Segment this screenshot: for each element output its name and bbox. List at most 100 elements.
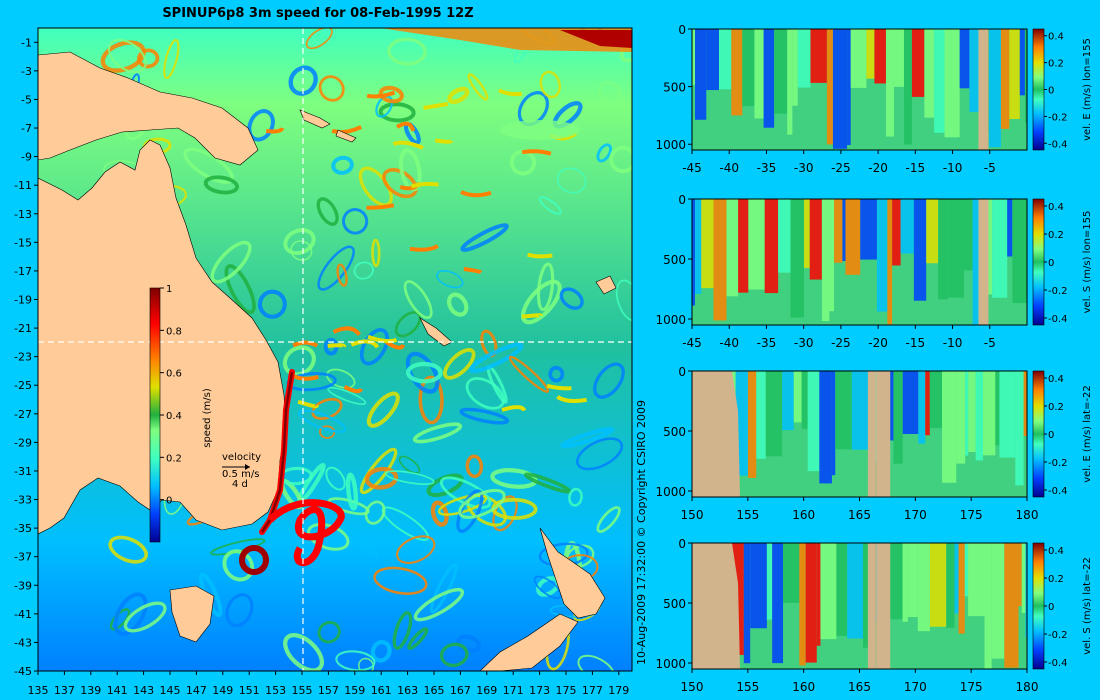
map-frame <box>37 27 633 672</box>
warm-core-eddy <box>239 545 269 575</box>
section-xtick-label: -40 <box>719 336 739 350</box>
map-ytick-label: -19 <box>14 293 32 306</box>
section-colorbar <box>1032 28 1045 151</box>
section-stripe <box>942 371 957 483</box>
eddy-swirl <box>107 38 147 74</box>
eddy-swirl <box>225 593 254 628</box>
section-stripe <box>907 543 918 618</box>
eddy-swirl <box>316 197 339 226</box>
section-stripe <box>816 543 821 646</box>
section-stripe <box>799 543 806 666</box>
eddy-swirl <box>460 223 509 252</box>
section-stripe <box>782 371 794 431</box>
map-xtick-label: 169 <box>476 684 497 697</box>
map-ytick-label: -25 <box>14 379 32 392</box>
section-land <box>978 199 989 325</box>
eddy-front <box>343 384 363 394</box>
section-ytick-label: 1000 <box>655 657 686 671</box>
section-ytick-label: 1000 <box>655 485 686 499</box>
section-stripe <box>956 371 966 464</box>
eddy-swirl <box>500 120 580 140</box>
section-colorbar-tick-label: 0.2 <box>1048 574 1064 585</box>
land-new-caledonia <box>419 317 453 347</box>
eddy-front <box>501 405 527 412</box>
eddy-swirl <box>108 535 148 564</box>
section-xtick-label: 175 <box>960 680 983 694</box>
equatorial-jet <box>380 28 632 52</box>
section-stripe <box>765 371 783 457</box>
section-stripe <box>766 543 773 620</box>
eddy-swirl <box>446 292 469 317</box>
section-xtick-label: -10 <box>943 161 963 175</box>
eddy-swirl <box>375 95 394 118</box>
section-stripe <box>845 199 861 275</box>
map-ytick-label: -29 <box>14 436 32 449</box>
eddy-swirl <box>577 654 616 671</box>
map-xtick-label: 179 <box>608 684 629 697</box>
eddy-swirl <box>364 500 386 525</box>
map-xtick-label: 149 <box>212 684 233 697</box>
map-ytick-label: -35 <box>14 522 32 535</box>
section-ytick-label: 1000 <box>655 138 686 152</box>
map-ytick-label: -1 <box>21 36 32 49</box>
section-ytick-label: 0 <box>678 537 686 551</box>
section-stripe <box>731 29 743 116</box>
eddy-swirl <box>342 208 369 235</box>
section-stripe <box>903 29 912 145</box>
section-stripe <box>982 371 996 456</box>
speed-colorbar-tick-label: 0.2 <box>166 453 182 464</box>
section-stripe <box>756 371 766 459</box>
eddy-front <box>410 181 439 189</box>
eddy-swirl <box>398 455 421 474</box>
section-stripe <box>1012 199 1027 304</box>
section-colorbar <box>1032 198 1045 326</box>
section-colorbar-tick-label: 0 <box>1048 430 1054 441</box>
speed-colorbar-tick-label: 0.4 <box>166 411 182 422</box>
section-stripe <box>866 29 875 79</box>
section-stripe <box>763 29 775 128</box>
map-ytick-label: -7 <box>21 122 32 135</box>
eddy-swirl <box>442 348 476 380</box>
section-xtick-label: -15 <box>906 336 926 350</box>
section-stripe <box>926 199 939 264</box>
eddy-swirl <box>395 535 436 564</box>
section-heatmap <box>692 29 1027 150</box>
section-xtick-label: 160 <box>792 680 815 694</box>
section-stripe <box>842 199 846 261</box>
eddy-front <box>297 399 319 409</box>
eddy-front <box>521 149 552 156</box>
section-stripe <box>954 543 959 614</box>
eddy-swirl <box>536 262 555 312</box>
section-xtick-label: 165 <box>848 680 871 694</box>
eddy-front <box>463 267 483 275</box>
eddy-swirl <box>468 342 524 374</box>
eddy-swirl <box>327 386 367 405</box>
section-stripe <box>959 29 970 89</box>
section-xtick-label: 155 <box>736 680 759 694</box>
eac-core <box>260 371 294 533</box>
eddy-swirl <box>366 391 400 428</box>
eddy-swirl <box>210 240 252 284</box>
eddy-swirl <box>382 168 418 199</box>
section-stripe <box>809 199 822 280</box>
eddy-front <box>521 313 543 319</box>
section-stripe <box>801 371 808 429</box>
map-xtick-label: 135 <box>28 684 49 697</box>
section-xtick-label: -15 <box>906 161 926 175</box>
section-land <box>692 543 740 669</box>
section-stripe <box>892 199 901 266</box>
map-xtick-label: 147 <box>186 684 207 697</box>
section-colorbar-tick-label: 0 <box>1048 258 1054 269</box>
map-xtick-label: 139 <box>80 684 101 697</box>
section-stripe <box>742 29 755 107</box>
section-colorbar-tick-label: 0.4 <box>1048 202 1064 213</box>
figure-title: SPINUP6p8 3m speed for 08-Feb-1995 12Z <box>162 6 473 21</box>
eddy-swirl <box>331 155 354 175</box>
section-stripe <box>929 371 943 429</box>
section-stripe <box>1019 29 1025 96</box>
section-stripe <box>790 199 805 318</box>
velocity-key-speed: 0.5 m/s <box>222 469 259 480</box>
section-colorbar-tick-label: 0.4 <box>1048 32 1064 43</box>
eddy-swirl <box>370 639 392 663</box>
eddy-swirl <box>283 228 316 256</box>
